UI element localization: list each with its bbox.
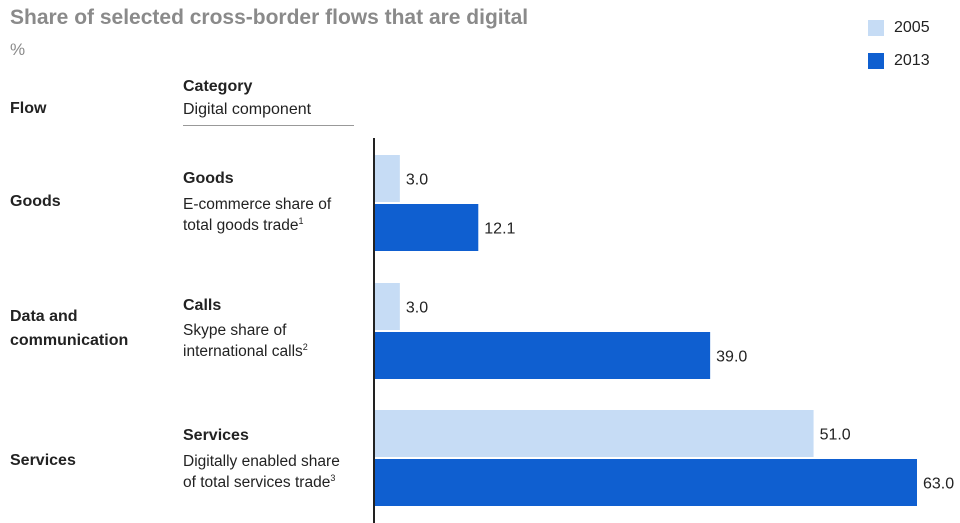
bar-services-2013 — [375, 459, 917, 506]
bar-goods-2005 — [375, 155, 400, 202]
bar-goods-2013 — [375, 204, 478, 251]
bar-services-2005 — [375, 410, 814, 457]
data-label-services-2013: 63.0 — [923, 476, 954, 493]
data-label-goods-2013: 12.1 — [484, 221, 515, 238]
data-label-calls-2013: 39.0 — [716, 349, 747, 366]
data-label-goods-2005: 3.0 — [406, 172, 428, 189]
bar-calls-2005 — [375, 283, 400, 330]
bar-calls-2013 — [375, 332, 710, 379]
data-label-calls-2005: 3.0 — [406, 300, 428, 317]
data-label-services-2005: 51.0 — [820, 427, 851, 444]
